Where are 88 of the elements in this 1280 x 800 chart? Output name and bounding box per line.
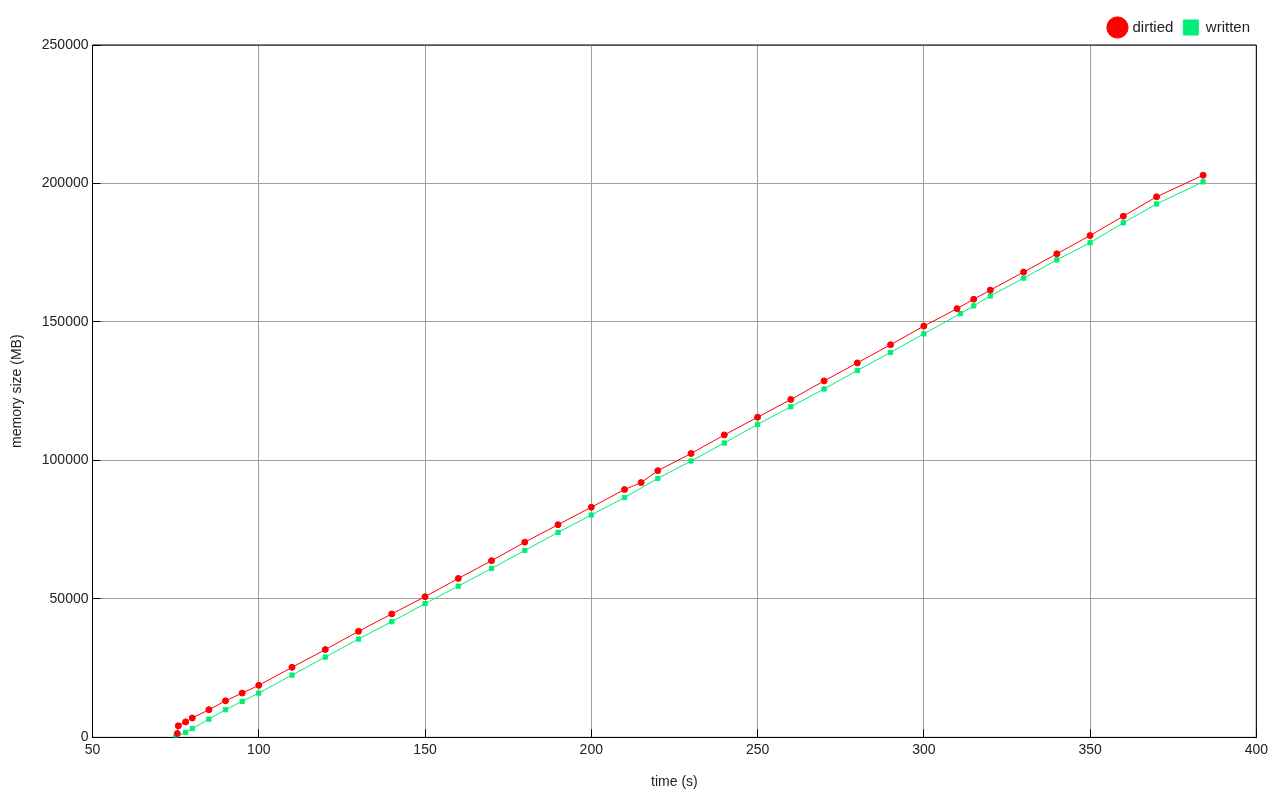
point bbox=[355, 627, 363, 635]
point bbox=[222, 707, 229, 713]
point bbox=[182, 718, 190, 726]
point bbox=[488, 557, 496, 565]
x-tick-label: 200 bbox=[579, 740, 604, 757]
point bbox=[637, 479, 645, 487]
point bbox=[1054, 257, 1060, 263]
point bbox=[1020, 268, 1028, 276]
point bbox=[205, 706, 213, 714]
x-tick-label: 150 bbox=[413, 740, 437, 757]
point bbox=[788, 404, 794, 410]
point bbox=[887, 349, 894, 356]
y-tick-label: 250000 bbox=[41, 35, 89, 52]
point bbox=[555, 529, 561, 536]
point bbox=[687, 450, 695, 458]
point bbox=[1086, 232, 1094, 240]
point bbox=[854, 367, 860, 374]
point bbox=[239, 698, 245, 705]
point bbox=[1120, 220, 1126, 226]
point bbox=[454, 574, 462, 582]
point bbox=[488, 565, 495, 572]
point bbox=[1053, 250, 1061, 258]
point bbox=[189, 725, 195, 732]
point bbox=[554, 521, 562, 529]
point bbox=[921, 331, 927, 337]
point bbox=[621, 486, 629, 494]
y-axis-title: memory size (MB) bbox=[8, 334, 25, 448]
legend-label: written bbox=[1204, 17, 1251, 35]
point bbox=[173, 730, 181, 738]
y-tick-label: 50000 bbox=[49, 589, 89, 606]
y-tick-label: 150000 bbox=[41, 312, 89, 329]
x-tick-label: 350 bbox=[1078, 740, 1102, 757]
point bbox=[288, 663, 296, 671]
x-tick-label: 100 bbox=[247, 740, 271, 757]
point bbox=[183, 729, 189, 736]
point bbox=[1153, 201, 1160, 207]
point bbox=[587, 503, 595, 511]
point bbox=[970, 295, 978, 303]
point bbox=[289, 672, 295, 678]
point bbox=[388, 610, 396, 618]
point bbox=[422, 601, 428, 607]
x-tick-label: 250 bbox=[745, 740, 770, 757]
point bbox=[322, 654, 328, 660]
point bbox=[1020, 275, 1027, 281]
point bbox=[355, 636, 362, 642]
legend-label: dirtied bbox=[1132, 17, 1174, 35]
point bbox=[821, 386, 827, 392]
point bbox=[455, 583, 461, 589]
point bbox=[721, 440, 727, 446]
point bbox=[206, 716, 212, 722]
point bbox=[1199, 171, 1207, 179]
point bbox=[255, 681, 263, 689]
point bbox=[920, 322, 928, 330]
point bbox=[1087, 240, 1093, 246]
point bbox=[1119, 212, 1127, 220]
point bbox=[421, 593, 429, 601]
x-tick-label: 300 bbox=[912, 740, 936, 757]
point bbox=[987, 293, 993, 299]
point bbox=[222, 697, 230, 705]
y-tick-label: 100000 bbox=[41, 451, 89, 468]
point bbox=[521, 538, 529, 546]
point bbox=[621, 494, 628, 501]
point bbox=[389, 619, 395, 625]
point bbox=[321, 646, 329, 654]
point bbox=[588, 512, 594, 518]
point bbox=[720, 431, 728, 439]
point bbox=[256, 690, 262, 696]
point bbox=[654, 467, 662, 475]
point bbox=[986, 286, 994, 294]
point bbox=[853, 359, 861, 367]
point bbox=[887, 341, 895, 349]
x-tick-label: 400 bbox=[1244, 740, 1269, 757]
x-axis-title: time (s) bbox=[651, 773, 698, 790]
point bbox=[238, 689, 246, 697]
point bbox=[953, 305, 961, 313]
point bbox=[188, 714, 196, 722]
point bbox=[688, 458, 694, 464]
point bbox=[1153, 193, 1161, 201]
point bbox=[820, 377, 828, 385]
point bbox=[754, 421, 761, 428]
point bbox=[754, 413, 762, 421]
point bbox=[522, 547, 528, 554]
y-tick-label: 200000 bbox=[41, 174, 89, 191]
point bbox=[174, 722, 182, 730]
point bbox=[655, 475, 661, 482]
point bbox=[787, 396, 795, 404]
point bbox=[1200, 179, 1206, 185]
point bbox=[971, 303, 977, 309]
